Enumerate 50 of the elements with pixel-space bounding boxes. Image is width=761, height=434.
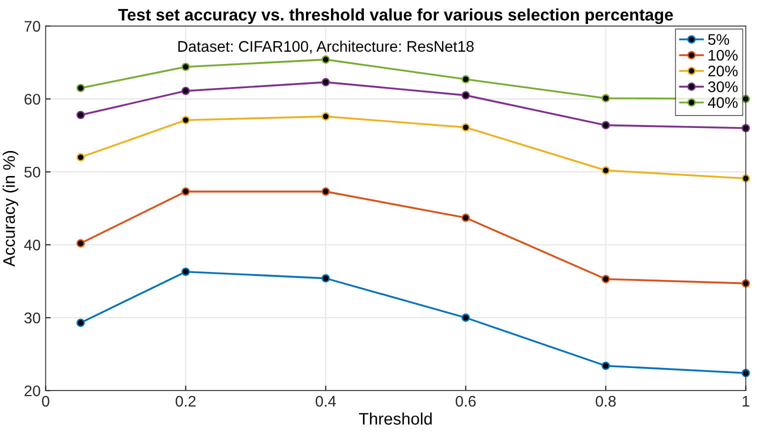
point [322, 55, 330, 64]
y-tick-label: 70 [24, 20, 40, 32]
point [182, 187, 190, 196]
point [742, 368, 750, 378]
point [76, 110, 85, 120]
y-tick-label: 60 [24, 94, 40, 105]
point [602, 362, 610, 370]
x-tick-label: 0.4 [316, 396, 336, 407]
chart-title: Test set accuracy vs. threshold value for various selection percentage [118, 8, 673, 24]
y-tick-label: 50 [24, 166, 40, 178]
point [602, 94, 610, 102]
x-tick-label: 0.6 [456, 396, 476, 407]
point [76, 84, 85, 92]
legend-label: 40% [708, 97, 738, 108]
point [462, 314, 470, 322]
legend-label: 30% [708, 81, 738, 92]
point [462, 91, 470, 100]
x-tick-label: 1 [742, 396, 750, 407]
point [742, 279, 750, 288]
x-tick-label: 0.8 [596, 396, 616, 407]
annotation: Dataset: CIFAR100, Architecture: ResNet18 [178, 40, 474, 54]
legend-label: 10% [708, 50, 738, 61]
y-axis-title: Accuracy (in %) [2, 151, 18, 267]
point [322, 187, 330, 196]
point [322, 112, 330, 121]
legend-label: 20% [708, 66, 738, 76]
legend-label: 5% [708, 34, 730, 45]
point [462, 123, 470, 132]
point [76, 318, 85, 327]
point [322, 274, 330, 282]
x-tick-label: 0 [42, 396, 50, 407]
y-tick-label: 30 [24, 312, 40, 324]
point [602, 121, 610, 130]
y-tick-label: 20 [24, 385, 40, 396]
point [182, 268, 190, 276]
point [742, 174, 750, 183]
point [602, 166, 610, 175]
point [182, 116, 190, 124]
point [462, 214, 470, 222]
point [76, 239, 85, 248]
point [322, 78, 330, 86]
point [742, 124, 750, 132]
point [182, 62, 190, 72]
point [602, 274, 610, 284]
y-tick-label: 40 [24, 240, 40, 250]
x-axis-title: Threshold [359, 412, 432, 425]
point [76, 153, 85, 162]
x-tick-label: 0.2 [176, 396, 196, 407]
point [462, 75, 470, 84]
point [182, 86, 190, 96]
